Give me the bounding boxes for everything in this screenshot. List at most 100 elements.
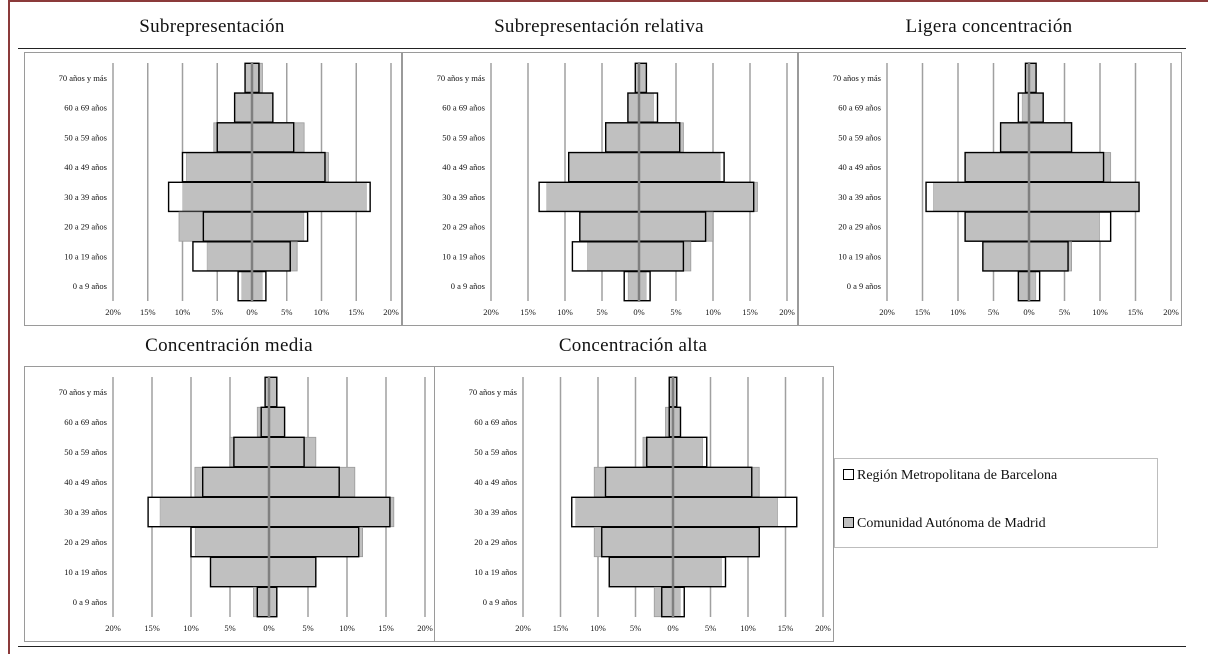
bar-madrid-right xyxy=(638,92,655,123)
bar-madrid-right xyxy=(251,271,263,302)
category-label: 40 a 49 años xyxy=(442,162,485,172)
x-tick-label: 15% xyxy=(378,623,394,633)
bar-madrid-right xyxy=(638,211,714,242)
bar-madrid-left xyxy=(159,496,270,528)
top-separator xyxy=(18,48,1186,49)
bar-barcelona-left-ext xyxy=(148,497,160,527)
bar-madrid-right xyxy=(672,556,723,588)
category-label: 40 a 49 años xyxy=(64,477,107,487)
bar-madrid-right xyxy=(251,122,305,153)
bar-barcelona-left-ext xyxy=(238,271,242,301)
bar-madrid-left xyxy=(241,271,253,302)
category-label: 60 a 69 años xyxy=(838,103,881,113)
bar-madrid-left xyxy=(213,122,253,153)
bar-barcelona-right-ext xyxy=(366,182,371,212)
bar-madrid-right xyxy=(251,92,274,123)
category-label: 40 a 49 años xyxy=(64,162,107,172)
chart-panel-ligera-concentracion: 70 años y más 60 a 69 años 50 a 59 años 40 … xyxy=(798,52,1182,326)
chart-panel-subrepresentacion: 70 años y más 60 a 69 años 50 a 59 años 40 … xyxy=(24,52,402,326)
x-tick-label: 20% xyxy=(879,307,895,317)
legend-swatch-barcelona xyxy=(843,469,854,480)
legend: Región Metropolitana de Barcelona Comuni… xyxy=(834,458,1158,548)
bar-madrid-right xyxy=(268,406,286,438)
category-label: 0 a 9 años xyxy=(73,597,107,607)
bar-barcelona-right-ext xyxy=(304,212,308,242)
bar-madrid-left xyxy=(653,586,674,618)
category-label: 30 a 39 años xyxy=(474,507,517,517)
x-tick-label: 10% xyxy=(314,307,330,317)
pyramid-chart-concentracion-media: 70 años y más 60 a 69 años 50 a 59 años 40 … xyxy=(59,376,433,633)
bar-madrid-right xyxy=(268,466,356,498)
x-tick-label: 10% xyxy=(590,623,606,633)
x-tick-label: 20% xyxy=(105,307,121,317)
panel-title-subrepresentacion: Subrepresentación xyxy=(139,16,285,37)
category-label: 0 a 9 años xyxy=(451,281,485,291)
bar-barcelona-left-ext xyxy=(1018,93,1022,123)
panel-title-concentracion-media: Concentración media xyxy=(145,335,313,356)
x-tick-label: 15% xyxy=(915,307,931,317)
category-label: 70 años y más xyxy=(469,387,517,397)
x-tick-label: 15% xyxy=(140,307,156,317)
legend-item-madrid: Comunidad Autónoma de Madrid xyxy=(843,516,1046,532)
bar-madrid-left xyxy=(575,496,674,528)
bar-madrid-right xyxy=(251,62,263,93)
category-label: 50 a 59 años xyxy=(474,447,517,457)
bar-madrid-right xyxy=(268,436,317,468)
category-label: 50 a 59 años xyxy=(838,132,881,142)
x-tick-label: 20% xyxy=(815,623,831,633)
bar-madrid-right xyxy=(1028,92,1044,123)
x-tick-label: 0% xyxy=(667,623,678,633)
x-tick-label: 10% xyxy=(1092,307,1108,317)
category-label: 10 a 19 años xyxy=(442,251,485,261)
frame-left-border xyxy=(8,0,10,654)
bar-madrid-right xyxy=(672,466,760,498)
legend-swatch-madrid xyxy=(843,517,854,528)
bar-madrid-right xyxy=(1028,152,1112,183)
x-tick-label: 20% xyxy=(483,307,499,317)
category-label: 60 a 69 años xyxy=(474,417,517,427)
bar-barcelona-left-ext xyxy=(926,182,934,212)
x-tick-label: 5% xyxy=(705,623,716,633)
bar-madrid-left xyxy=(579,211,640,242)
bar-barcelona-left-ext xyxy=(182,152,186,182)
x-tick-label: 10% xyxy=(950,307,966,317)
bar-barcelona-left-ext xyxy=(192,241,207,271)
x-tick-label: 20% xyxy=(417,623,433,633)
bar-madrid-left xyxy=(593,526,674,558)
category-label: 20 a 29 años xyxy=(442,222,485,232)
x-tick-label: 5% xyxy=(596,307,607,317)
bar-barcelona-right-ext xyxy=(721,557,726,587)
x-tick-label: 10% xyxy=(705,307,721,317)
x-tick-label: 10% xyxy=(175,307,191,317)
bar-barcelona-left-ext xyxy=(168,182,183,212)
x-tick-label: 5% xyxy=(224,623,235,633)
bar-madrid-left xyxy=(982,241,1030,272)
bar-madrid-left xyxy=(627,92,640,123)
bar-barcelona-right-ext xyxy=(703,437,707,467)
bar-barcelona-left-ext xyxy=(539,182,547,212)
x-tick-label: 10% xyxy=(740,623,756,633)
category-label: 20 a 29 años xyxy=(64,222,107,232)
category-label: 20 a 29 años xyxy=(838,222,881,232)
bar-madrid-right xyxy=(638,181,758,212)
bar-barcelona-right-ext xyxy=(1036,271,1040,301)
bar-madrid-left xyxy=(234,92,253,123)
bar-madrid-right xyxy=(1028,241,1072,272)
x-tick-label: 5% xyxy=(281,307,292,317)
bar-madrid-right xyxy=(672,526,760,558)
category-label: 70 años y más xyxy=(833,73,881,83)
bar-madrid-right xyxy=(1028,122,1072,153)
bar-madrid-left xyxy=(627,271,640,302)
bar-barcelona-right-ext xyxy=(778,497,797,527)
bar-madrid-left xyxy=(206,241,253,272)
bar-barcelona-right-ext xyxy=(646,271,651,301)
bar-barcelona-right-ext xyxy=(680,587,685,617)
bar-madrid-right xyxy=(268,526,363,558)
x-tick-label: 15% xyxy=(520,307,536,317)
x-tick-label: 0% xyxy=(246,307,257,317)
category-label: 70 años y más xyxy=(59,73,107,83)
bar-madrid-left xyxy=(605,122,640,153)
category-label: 50 a 59 años xyxy=(64,132,107,142)
bar-madrid-right xyxy=(251,152,329,183)
